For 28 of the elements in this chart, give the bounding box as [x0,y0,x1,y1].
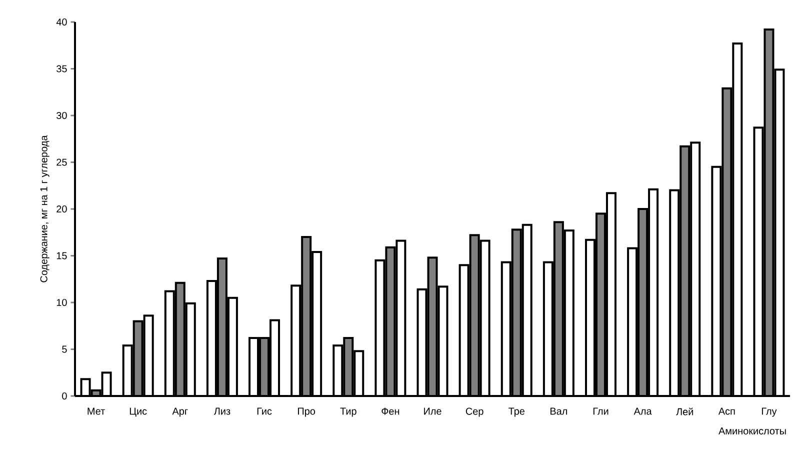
x-tick-label: Тре [508,408,524,417]
x-tick-label: Асп [718,408,735,415]
x-tick-label: Гли [593,408,608,415]
y-tick-label: 10 [56,298,67,306]
x-tick-label: Тир [340,408,356,417]
y-tick-label: 15 [56,252,67,260]
y-axis-title: Содержание, мг на 1 г углерода [40,135,50,282]
x-axis-title: Аминокислоты [718,428,786,434]
x-tick-label: Вал [550,408,567,415]
y-tick-label: 0 [62,392,67,400]
y-tick-label: 40 [56,18,67,26]
y-tick-label: 25 [56,158,67,166]
x-tick-label: Глу [762,408,777,417]
y-tick-label: 30 [56,112,67,120]
x-tick-label: Про [298,408,316,417]
x-tick-label: Цис [130,408,147,417]
x-tick-label: Иле [424,408,442,415]
x-tick-label: Фен [382,408,400,415]
x-tick-label: Мет [88,408,105,415]
x-tick-label: Лиз [214,408,230,415]
x-tick-label: Арг [172,408,188,417]
y-tick-label: 5 [62,346,67,353]
x-tick-label: Сер [466,408,484,417]
x-tick-label: Ала [634,408,652,415]
y-tick-label: 20 [56,205,67,213]
x-tick-label: Гис [257,408,272,415]
x-tick-label: Лей [676,408,693,416]
y-tick-label: 35 [56,65,67,72]
